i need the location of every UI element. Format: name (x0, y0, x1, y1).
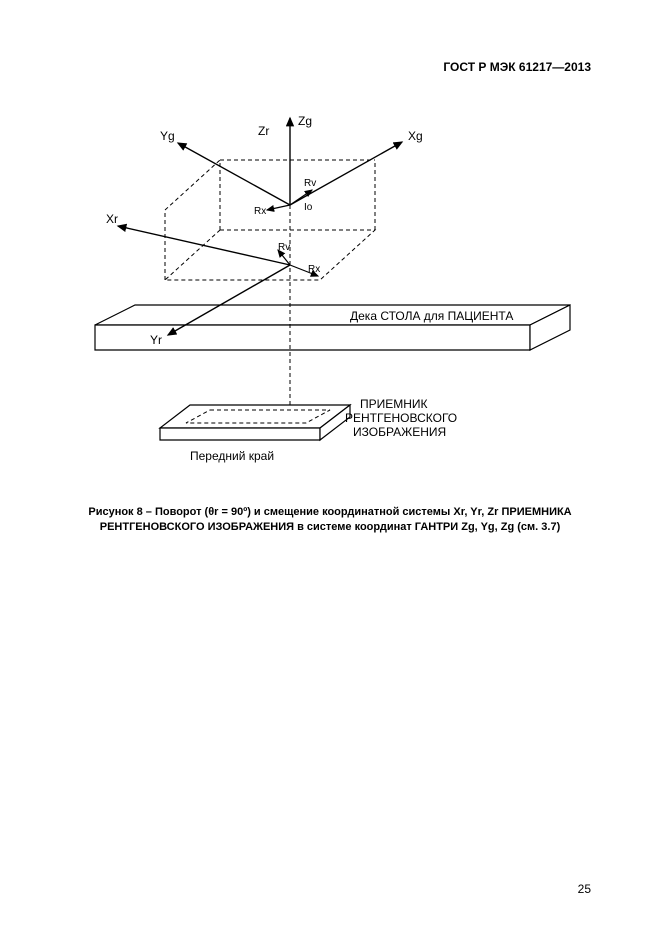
label-io: Io (304, 202, 313, 213)
axis-xr (118, 226, 290, 265)
figure-svg: Yg Zr Zg Xg Rv Rx Io Rx Rv Xr Yr Дека СТ… (60, 110, 600, 490)
dashed-footprint (165, 160, 375, 280)
label-rv-mid: Rv (278, 242, 290, 253)
figure-caption: Рисунок 8 – Поворот (θr = 90º) и смещени… (60, 505, 600, 535)
label-receiver-1: ПРИЕМНИК (360, 397, 428, 411)
xray-receiver (160, 405, 350, 440)
axis-rx-top (267, 205, 290, 210)
label-rx-mid: Rx (308, 264, 320, 275)
page: ГОСТ Р МЭК 61217—2013 (0, 0, 661, 936)
label-xr: Xr (106, 212, 118, 226)
label-receiver-2: РЕНТГЕНОВСКОГО (345, 411, 457, 425)
axis-xg (290, 142, 402, 205)
label-receiver-3: ИЗОБРАЖЕНИЯ (353, 425, 446, 439)
label-rv-top: Rv (304, 178, 316, 189)
label-xg: Xg (408, 129, 423, 143)
label-table: Дека СТОЛА для ПАЦИЕНТА (350, 309, 513, 323)
axis-yg (178, 143, 290, 205)
page-number: 25 (578, 882, 591, 896)
label-zr: Zr (258, 124, 269, 138)
label-zg: Zg (298, 114, 312, 128)
figure-8: Yg Zr Zg Xg Rv Rx Io Rx Rv Xr Yr Дека СТ… (60, 110, 600, 490)
label-yg: Yg (160, 129, 175, 143)
label-yr: Yr (150, 333, 162, 347)
document-header: ГОСТ Р МЭК 61217—2013 (443, 60, 591, 74)
label-rx-top: Rx (254, 206, 266, 217)
label-front-edge: Передний край (190, 449, 274, 463)
